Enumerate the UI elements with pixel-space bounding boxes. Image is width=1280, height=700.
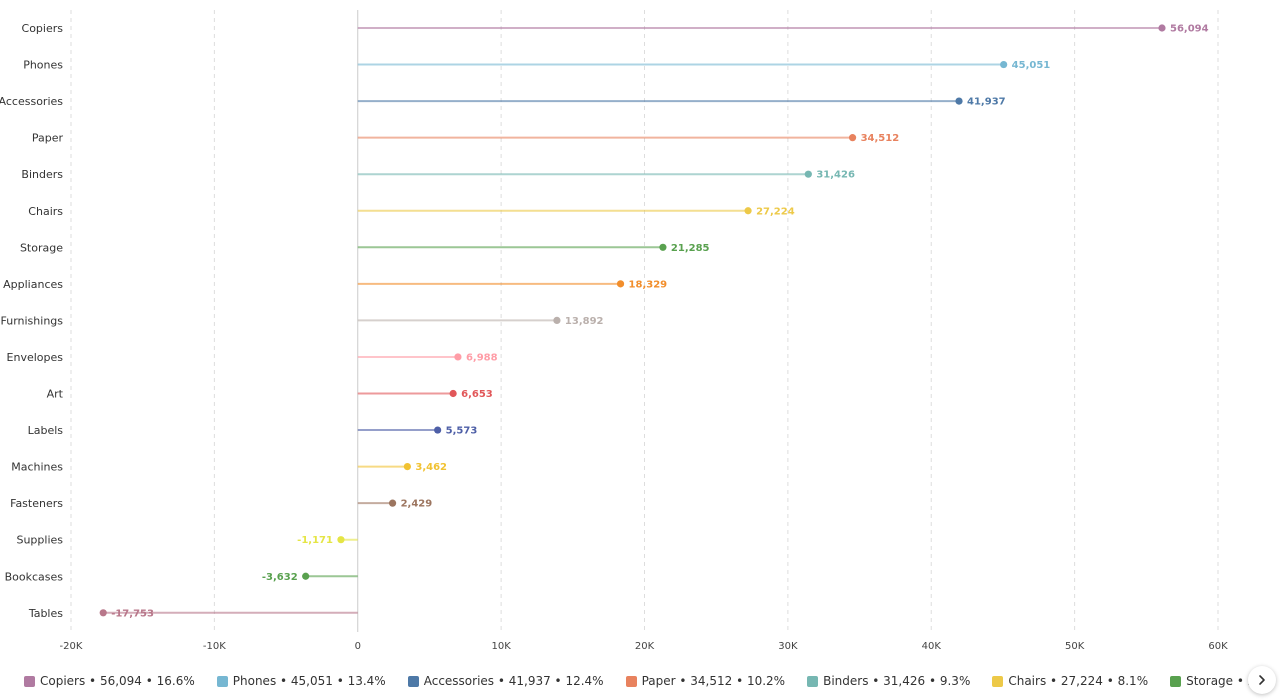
legend-item[interactable]: Accessories • 41,937 • 12.4% xyxy=(407,670,604,692)
lollipop-dot xyxy=(302,572,310,580)
legend-label: Storage • 21,285 • 6.3% xyxy=(1186,674,1250,688)
category-label: Supplies xyxy=(16,534,63,547)
lollipop-dot xyxy=(403,463,411,471)
category-label: Fasteners xyxy=(10,497,63,510)
lollipop-dot xyxy=(449,389,457,398)
x-tick-label: 60K xyxy=(1208,641,1228,652)
x-tick-label: 0 xyxy=(355,641,361,652)
category-label: Appliances xyxy=(3,278,63,291)
category-label: Phones xyxy=(23,59,63,72)
legend-swatch xyxy=(407,675,419,687)
category-label: Art xyxy=(47,388,64,401)
value-label: 6,988 xyxy=(466,352,498,363)
category-label: Paper xyxy=(32,132,64,145)
x-tick-label: 30K xyxy=(778,641,798,652)
legend-item[interactable]: Copiers • 56,094 • 16.6% xyxy=(24,670,195,692)
lollipop-dot xyxy=(99,609,107,617)
legend-item[interactable]: Paper • 34,512 • 10.2% xyxy=(625,670,786,692)
value-label: 5,573 xyxy=(446,426,478,437)
lollipop-dot xyxy=(744,207,752,215)
lollipop-dot xyxy=(616,280,625,288)
x-tick-label: -10K xyxy=(203,641,226,652)
category-label: Tables xyxy=(28,607,63,620)
value-label: 34,512 xyxy=(861,133,900,144)
value-label: 27,224 xyxy=(756,206,795,217)
category-label: Bookcases xyxy=(5,570,64,583)
lollipop-dot xyxy=(1158,24,1166,32)
legend-item[interactable]: Chairs • 27,224 • 8.1% xyxy=(992,670,1148,692)
category-label: Labels xyxy=(28,424,64,437)
legend-label: Copiers • 56,094 • 16.6% xyxy=(40,674,195,688)
chevron-right-icon xyxy=(1259,675,1265,685)
legend-item[interactable]: Binders • 31,426 • 9.3% xyxy=(807,670,970,692)
legend-swatch xyxy=(807,675,819,687)
value-label: 3,462 xyxy=(415,462,447,473)
lollipop-dot xyxy=(434,426,442,434)
legend-swatch xyxy=(1170,675,1182,687)
category-label: Envelopes xyxy=(7,351,64,364)
value-label: -17,753 xyxy=(111,608,154,619)
value-label: -3,632 xyxy=(262,572,298,583)
legend-next-button[interactable] xyxy=(1248,666,1276,694)
legend-label: Phones • 45,051 • 13.4% xyxy=(232,674,386,688)
category-label: Binders xyxy=(21,168,63,181)
legend-label: Paper • 34,512 • 10.2% xyxy=(641,674,786,688)
category-label: Storage xyxy=(20,241,63,254)
lollipop-dot xyxy=(388,499,397,507)
lollipop-dot xyxy=(804,170,812,178)
legend-item[interactable]: Storage • 21,285 • 6.3% xyxy=(1170,670,1250,692)
lollipop-dot xyxy=(955,97,963,105)
lollipop-chart: -20K -10K 0 10K 20K 30K 40K 50K 60K Copiers 56,094… xyxy=(0,10,1228,652)
lollipop-dot xyxy=(848,134,857,142)
value-label: -1,171 xyxy=(297,535,333,546)
value-label: 45,051 xyxy=(1012,60,1051,71)
legend-label: Chairs • 27,224 • 8.1% xyxy=(1008,674,1149,688)
legend-swatch xyxy=(625,675,637,687)
value-label: 6,653 xyxy=(461,389,493,400)
category-label: Machines xyxy=(11,461,63,474)
legend-label: Accessories • 41,937 • 12.4% xyxy=(423,674,604,688)
x-tick-label: 40K xyxy=(922,641,942,652)
x-tick-label: 50K xyxy=(1065,641,1085,652)
category-label: Chairs xyxy=(28,205,63,218)
legend-swatch xyxy=(216,675,228,687)
lollipop-dot xyxy=(337,536,345,544)
lollipop-dot xyxy=(1000,60,1008,69)
category-label: Copiers xyxy=(22,22,64,35)
value-label: 2,429 xyxy=(401,499,433,510)
value-label: 31,426 xyxy=(816,170,855,181)
legend-swatch xyxy=(24,675,35,687)
category-label: Accessories xyxy=(0,95,63,108)
x-tick-label: 20K xyxy=(635,641,655,652)
value-label: 13,892 xyxy=(565,316,604,327)
value-label: 21,285 xyxy=(671,243,710,254)
value-label: 18,329 xyxy=(629,279,668,290)
value-label: 56,094 xyxy=(1170,24,1209,35)
legend: Copiers • 56,094 • 16.6% Phones • 45,051 … xyxy=(24,670,1250,692)
value-label: 41,937 xyxy=(967,97,1006,108)
x-tick-label: 10K xyxy=(491,641,511,652)
legend-swatch xyxy=(992,675,1004,687)
x-tick-label: -20K xyxy=(60,641,83,652)
lollipop-dot xyxy=(659,243,667,251)
legend-item[interactable]: Phones • 45,051 • 13.4% xyxy=(216,670,386,692)
lollipop-dot xyxy=(553,316,561,324)
legend-label: Binders • 31,426 • 9.3% xyxy=(823,674,971,688)
lollipop-dot xyxy=(454,353,462,361)
category-label: Furnishings xyxy=(1,314,64,327)
